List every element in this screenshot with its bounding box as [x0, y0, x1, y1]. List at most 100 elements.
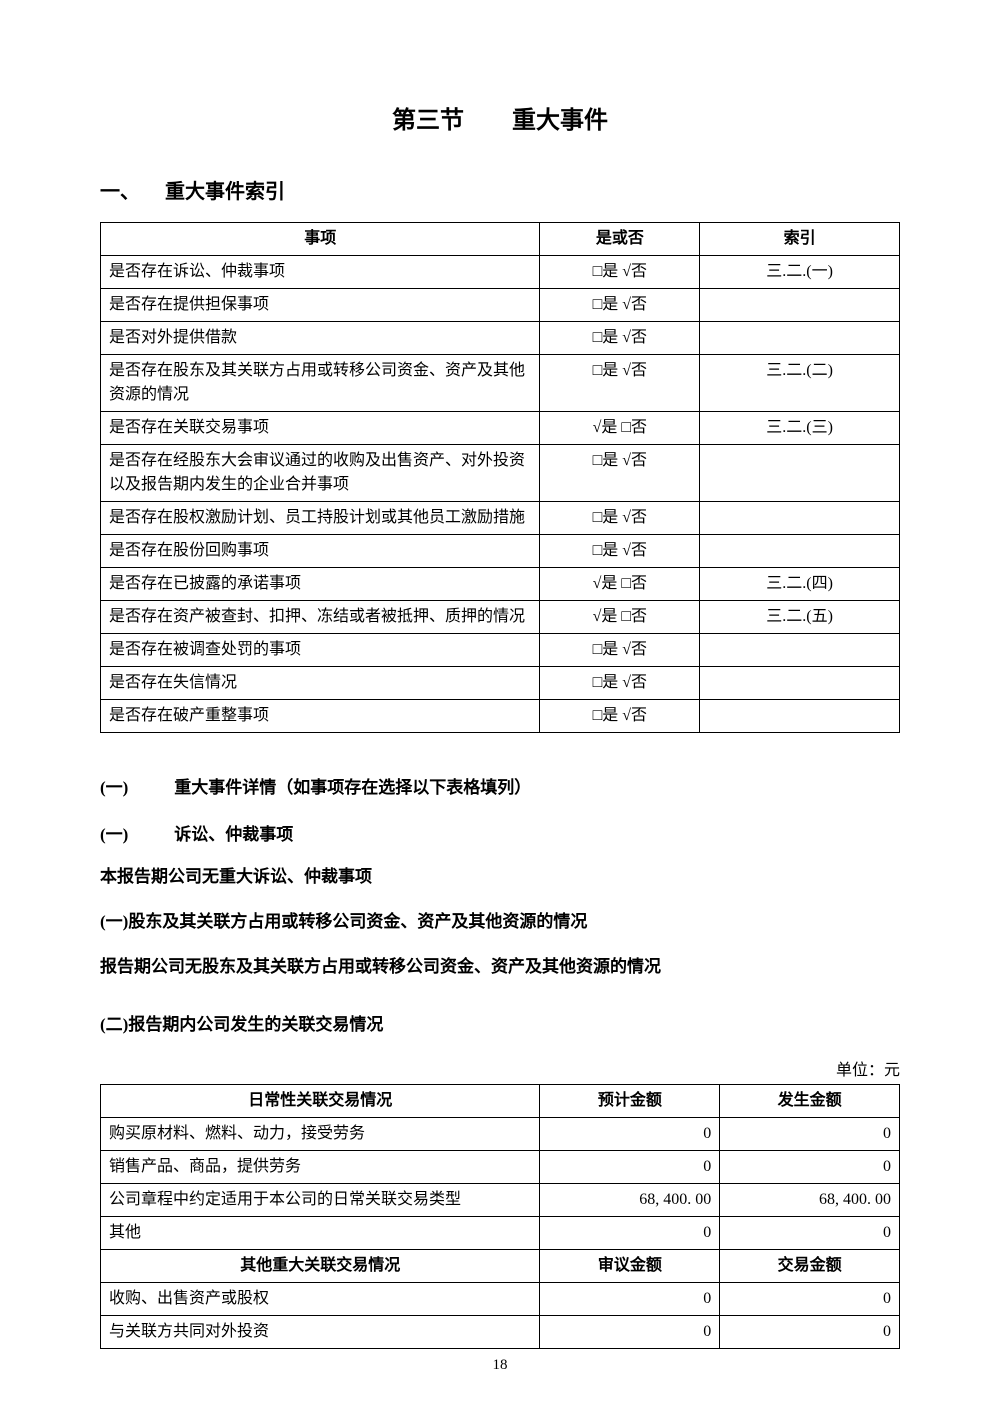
related-row: 与关联方共同对外投资00 [101, 1315, 900, 1348]
index-row: 是否存在资产被查封、扣押、冻结或者被抵押、质押的情况√是 □否三.二.(五) [101, 601, 900, 634]
related-amt-b: 0 [720, 1117, 900, 1150]
sub2-heading: (一)股东及其关联方占用或转移公司资金、资产及其他资源的情况 [100, 908, 900, 935]
related-item: 收购、出售资产或股权 [101, 1282, 540, 1315]
index-ref [700, 322, 900, 355]
page-number: 18 [0, 1357, 1000, 1374]
related-item: 公司章程中约定适用于本公司的日常关联交易类型 [101, 1183, 540, 1216]
related-amt-b: 0 [720, 1216, 900, 1249]
text2: 报告期公司无股东及其关联方占用或转移公司资金、资产及其他资源的情况 [100, 953, 900, 980]
related-row: 收购、出售资产或股权00 [101, 1282, 900, 1315]
related-item: 购买原材料、燃料、动力，接受劳务 [101, 1117, 540, 1150]
related-amt-a: 0 [540, 1117, 720, 1150]
index-item: 是否存在破产重整事项 [101, 700, 540, 733]
index-yn: □是 √否 [540, 634, 700, 667]
text1: 本报告期公司无重大诉讼、仲裁事项 [100, 863, 900, 890]
heading-detail: (一) 重大事件详情（如事项存在选择以下表格填列） [100, 773, 900, 798]
rt-h2-situation: 其他重大关联交易情况 [101, 1249, 540, 1282]
index-row: 是否存在股份回购事项□是 √否 [101, 535, 900, 568]
index-yn: □是 √否 [540, 256, 700, 289]
rt-h2-approve: 审议金额 [540, 1249, 720, 1282]
index-yn: □是 √否 [540, 322, 700, 355]
heading-detail-num: (一) [100, 773, 170, 798]
index-row: 是否存在破产重整事项□是 √否 [101, 700, 900, 733]
index-th-idx: 索引 [700, 223, 900, 256]
index-item: 是否存在股份回购事项 [101, 535, 540, 568]
related-row: 销售产品、商品，提供劳务00 [101, 1150, 900, 1183]
unit-label: 单位：元 [100, 1056, 900, 1080]
sub1-heading: (一) 诉讼、仲裁事项 [100, 820, 900, 845]
index-yn: □是 √否 [540, 700, 700, 733]
index-yn: √是 □否 [540, 568, 700, 601]
index-yn: □是 √否 [540, 535, 700, 568]
index-ref: 三.二.(二) [700, 355, 900, 412]
index-ref [700, 445, 900, 502]
index-row: 是否对外提供借款□是 √否 [101, 322, 900, 355]
related-row: 其他00 [101, 1216, 900, 1249]
index-ref [700, 667, 900, 700]
rt-h1-actual: 发生金额 [720, 1084, 900, 1117]
related-table: 日常性关联交易情况 预计金额 发生金额 购买原材料、燃料、动力，接受劳务00销售… [100, 1084, 900, 1349]
related-row: 购买原材料、燃料、动力，接受劳务00 [101, 1117, 900, 1150]
related-item: 与关联方共同对外投资 [101, 1315, 540, 1348]
rt-h2-trans: 交易金额 [720, 1249, 900, 1282]
index-row: 是否存在诉讼、仲裁事项□是 √否三.二.(一) [101, 256, 900, 289]
index-item: 是否存在被调查处罚的事项 [101, 634, 540, 667]
index-item: 是否存在已披露的承诺事项 [101, 568, 540, 601]
index-row: 是否存在股权激励计划、员工持股计划或其他员工激励措施□是 √否 [101, 502, 900, 535]
index-item: 是否存在股权激励计划、员工持股计划或其他员工激励措施 [101, 502, 540, 535]
index-yn: □是 √否 [540, 355, 700, 412]
index-ref [700, 535, 900, 568]
index-ref [700, 502, 900, 535]
index-yn: √是 □否 [540, 601, 700, 634]
index-row: 是否存在被调查处罚的事项□是 √否 [101, 634, 900, 667]
index-ref: 三.二.(五) [700, 601, 900, 634]
rt-h1-est: 预计金额 [540, 1084, 720, 1117]
index-item: 是否存在经股东大会审议通过的收购及出售资产、对外投资以及报告期内发生的企业合并事… [101, 445, 540, 502]
related-amt-a: 68, 400. 00 [540, 1183, 720, 1216]
index-th-item: 事项 [101, 223, 540, 256]
related-amt-a: 0 [540, 1150, 720, 1183]
index-table: 事项 是或否 索引 是否存在诉讼、仲裁事项□是 √否三.二.(一)是否存在提供担… [100, 222, 900, 733]
rt-h1-situation: 日常性关联交易情况 [101, 1084, 540, 1117]
index-ref: 三.二.(三) [700, 412, 900, 445]
index-ref: 三.二.(一) [700, 256, 900, 289]
related-item: 其他 [101, 1216, 540, 1249]
related-amt-a: 0 [540, 1315, 720, 1348]
index-row: 是否存在已披露的承诺事项√是 □否三.二.(四) [101, 568, 900, 601]
index-yn: □是 √否 [540, 445, 700, 502]
index-ref [700, 289, 900, 322]
heading-index: 一、 重大事件索引 [100, 175, 900, 204]
index-ref: 三.二.(四) [700, 568, 900, 601]
heading-index-num: 一、 [100, 175, 160, 204]
related-row: 公司章程中约定适用于本公司的日常关联交易类型68, 400. 0068, 400… [101, 1183, 900, 1216]
related-amt-a: 0 [540, 1216, 720, 1249]
index-row: 是否存在股东及其关联方占用或转移公司资金、资产及其他资源的情况□是 √否三.二.… [101, 355, 900, 412]
related-item: 销售产品、商品，提供劳务 [101, 1150, 540, 1183]
sub3-heading: (二)报告期内公司发生的关联交易情况 [100, 1011, 900, 1038]
section-title: 第三节 重大事件 [100, 100, 900, 135]
index-yn: □是 √否 [540, 289, 700, 322]
index-row: 是否存在提供担保事项□是 √否 [101, 289, 900, 322]
heading-detail-text: 重大事件详情（如事项存在选择以下表格填列） [174, 778, 531, 797]
index-row: 是否存在失信情况□是 √否 [101, 667, 900, 700]
index-yn: √是 □否 [540, 412, 700, 445]
index-row: 是否存在经股东大会审议通过的收购及出售资产、对外投资以及报告期内发生的企业合并事… [101, 445, 900, 502]
index-item: 是否存在资产被查封、扣押、冻结或者被抵押、质押的情况 [101, 601, 540, 634]
index-item: 是否存在失信情况 [101, 667, 540, 700]
index-yn: □是 √否 [540, 667, 700, 700]
sub1-text: 诉讼、仲裁事项 [174, 825, 293, 844]
related-amt-b: 0 [720, 1282, 900, 1315]
index-item: 是否存在股东及其关联方占用或转移公司资金、资产及其他资源的情况 [101, 355, 540, 412]
index-item: 是否对外提供借款 [101, 322, 540, 355]
index-item: 是否存在提供担保事项 [101, 289, 540, 322]
index-item: 是否存在诉讼、仲裁事项 [101, 256, 540, 289]
sub1-num: (一) [100, 820, 170, 845]
related-amt-a: 0 [540, 1282, 720, 1315]
heading-index-text: 重大事件索引 [165, 181, 285, 203]
index-row: 是否存在关联交易事项√是 □否三.二.(三) [101, 412, 900, 445]
related-amt-b: 0 [720, 1150, 900, 1183]
index-ref [700, 700, 900, 733]
index-item: 是否存在关联交易事项 [101, 412, 540, 445]
related-amt-b: 68, 400. 00 [720, 1183, 900, 1216]
related-amt-b: 0 [720, 1315, 900, 1348]
